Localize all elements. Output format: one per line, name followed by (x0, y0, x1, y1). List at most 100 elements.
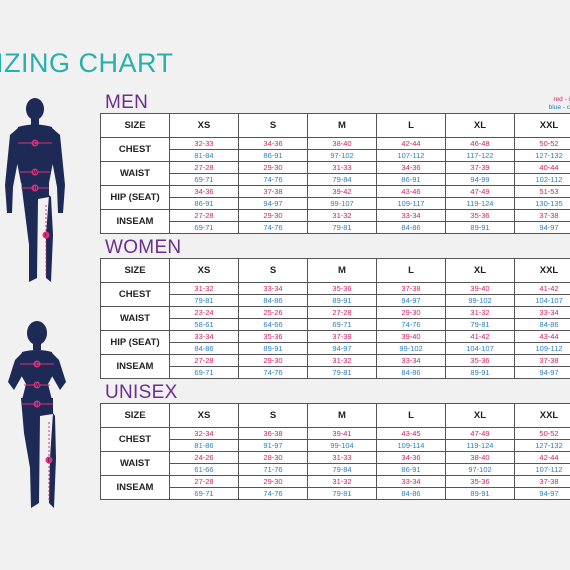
table-row: 69-71 74-76 79-81 84-86 89-91 94-97 (101, 487, 570, 500)
cm-value: 99-102 (376, 342, 446, 355)
inch-value: 37-38 (514, 209, 570, 222)
cm-value: 69-71 (169, 366, 239, 379)
inch-value: 43-45 (376, 427, 446, 440)
column-header-m: M (307, 113, 377, 138)
inch-value: 50-52 (514, 427, 570, 440)
cm-value: 79-81 (445, 318, 515, 331)
cm-value: 117-122 (445, 149, 515, 162)
inch-value: 37-39 (445, 161, 515, 174)
inch-value: 37-38 (307, 330, 377, 343)
inch-value: 32-34 (169, 427, 239, 440)
cm-value: 74-76 (376, 318, 446, 331)
cm-value: 84-86 (514, 318, 570, 331)
inch-value: 31-32 (169, 282, 239, 295)
inch-value: 27-28 (169, 161, 239, 174)
inch-value: 24-26 (169, 451, 239, 464)
cm-value: 94-97 (376, 294, 446, 307)
inch-value: 46-48 (445, 137, 515, 150)
cm-value: 102-112 (514, 173, 570, 186)
table-header-row: SIZE XS S M L XL XXL (100, 258, 570, 283)
table-row: HIP (SEAT) 34-36 37-38 39-42 43-46 47-49… (100, 185, 570, 210)
legend-red-text: red - i (553, 96, 570, 103)
cm-value: 69-71 (169, 221, 239, 234)
cm-value: 130-135 (514, 197, 570, 210)
row-label-inseam: INSEAM (100, 475, 170, 500)
cm-value: 69-71 (307, 318, 377, 331)
column-header-xxl: XXL (514, 258, 570, 283)
row-label-waist: WAIST (100, 161, 170, 186)
cm-value: 84-86 (238, 294, 308, 307)
inch-value: 25-26 (238, 306, 308, 319)
cm-value: 127-132 (514, 439, 570, 452)
inch-value: 31-32 (307, 354, 377, 367)
inch-value: 33-34 (514, 306, 570, 319)
cm-value: 86-91 (376, 463, 446, 476)
inch-value: 35-36 (445, 354, 515, 367)
cm-value: 71-76 (238, 463, 308, 476)
inch-value: 38-40 (445, 451, 515, 464)
cm-value: 84-86 (376, 487, 446, 500)
row-label-waist: WAIST (100, 306, 170, 331)
inch-value: 39-41 (307, 427, 377, 440)
column-header-s: S (238, 258, 308, 283)
inch-value: 29-30 (238, 475, 308, 488)
inch-value: 43-44 (514, 330, 570, 343)
cm-value: 97-102 (307, 149, 377, 162)
row-label-chest: CHEST (100, 137, 170, 162)
table-row: 79-81 84-86 89-91 94-97 99-102 104-107 (101, 294, 570, 307)
inch-value: 34-36 (376, 451, 446, 464)
male-body-figure-icon: C W H I (5, 98, 65, 282)
inch-value: 23-24 (169, 306, 239, 319)
column-header-xs: XS (169, 113, 239, 138)
cm-value: 94-97 (238, 197, 308, 210)
cm-value: 99-102 (445, 294, 515, 307)
inch-value: 47-49 (445, 427, 515, 440)
inch-value: 40-44 (514, 161, 570, 174)
table-row: CHEST 32-33 34-36 38-40 42-44 46-48 50-5… (100, 137, 570, 162)
inch-value: 29-30 (376, 306, 446, 319)
column-header-xl: XL (445, 403, 515, 428)
chest-marker-label: C (34, 141, 38, 147)
inch-value: 38-40 (307, 137, 377, 150)
cm-value: 79-81 (307, 366, 377, 379)
cm-value: 81-86 (169, 439, 239, 452)
cm-value: 94-99 (445, 173, 515, 186)
cm-value: 74-76 (238, 221, 308, 234)
inch-value: 32-33 (169, 137, 239, 150)
table-row: WAIST 24-26 28-30 31-33 34-36 38-40 42-4… (100, 451, 570, 476)
row-label-hip: HIP (SEAT) (100, 185, 170, 210)
inch-value: 35-36 (445, 209, 515, 222)
inch-value: 33-34 (376, 209, 446, 222)
cm-value: 89-91 (445, 366, 515, 379)
unisex-size-table: SIZE XS S M L XL XXL CHEST 32-34 36-38 3… (100, 403, 570, 500)
inch-value: 39-42 (307, 185, 377, 198)
cm-value: 109-114 (376, 439, 446, 452)
table-row: 69-71 74-76 79-81 84-86 89-91 94-97 (101, 366, 570, 379)
inch-value: 27-28 (169, 354, 239, 367)
cm-value: 79-81 (169, 294, 239, 307)
table-row: CHEST 32-34 36-38 39-41 43-45 47-49 50-5… (100, 427, 570, 452)
men-size-table: SIZE XS S M L XL XXL CHEST 32-33 34-36 3… (100, 113, 570, 234)
inch-value: 33-34 (376, 475, 446, 488)
inseam-marker-label: I (48, 458, 50, 464)
table-row: 81-84 86-91 97-102 107-112 117-122 127-1… (101, 149, 570, 162)
inch-value: 36-38 (238, 427, 308, 440)
inch-value: 50-52 (514, 137, 570, 150)
inch-value: 43-46 (376, 185, 446, 198)
cm-value: 119-124 (445, 197, 515, 210)
cm-value: 79-81 (307, 487, 377, 500)
column-header-l: L (376, 113, 446, 138)
column-header-m: M (307, 403, 377, 428)
table-row: 58-61 64-66 69-71 74-76 79-81 84-86 (101, 318, 570, 331)
inch-value: 29-30 (238, 161, 308, 174)
inch-value: 35-36 (445, 475, 515, 488)
cm-value: 99-104 (307, 439, 377, 452)
cm-value: 79-81 (307, 221, 377, 234)
column-header-xs: XS (169, 258, 239, 283)
inch-value: 29-30 (238, 354, 308, 367)
women-size-table: SIZE XS S M L XL XXL CHEST 31-32 33-34 3… (100, 258, 570, 379)
inch-value: 33-34 (169, 330, 239, 343)
cm-value: 58-61 (169, 318, 239, 331)
row-label-hip: HIP (SEAT) (100, 330, 170, 355)
cm-value: 127-132 (514, 149, 570, 162)
